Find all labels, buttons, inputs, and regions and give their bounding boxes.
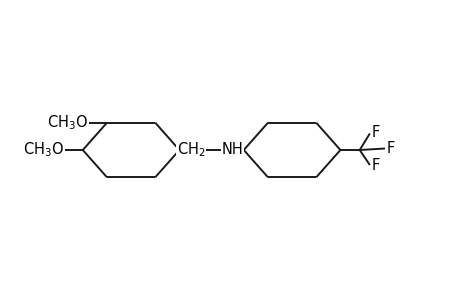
Text: CH$_3$O: CH$_3$O — [47, 113, 88, 132]
Text: NH: NH — [221, 142, 243, 158]
Text: F: F — [371, 158, 379, 173]
Text: F: F — [386, 141, 394, 156]
Text: CH$_2$: CH$_2$ — [176, 141, 205, 159]
Text: CH$_3$O: CH$_3$O — [23, 141, 64, 159]
Text: F: F — [371, 125, 379, 140]
